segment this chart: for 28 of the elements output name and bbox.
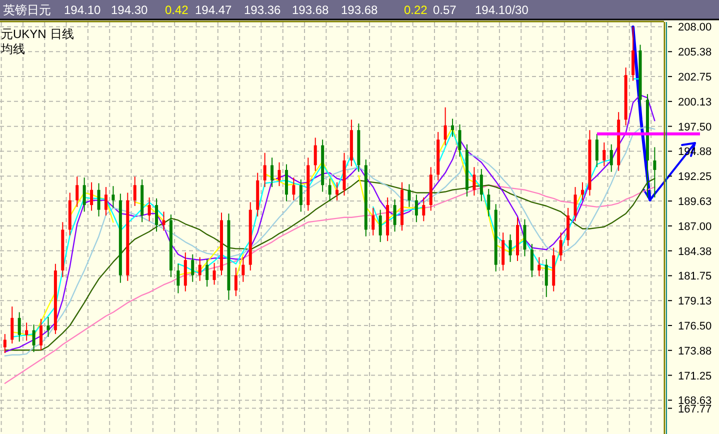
text: 194.47 — [195, 3, 232, 17]
y-tick-label: 176.50 — [678, 320, 712, 332]
y-tick-label: 208.00 — [678, 22, 712, 34]
y-tick-label: 189.63 — [678, 196, 712, 208]
y-tick-label: 202.75 — [678, 72, 712, 84]
y-tick-label: 181.75 — [678, 270, 712, 283]
y-tick-label: 205.38 — [678, 46, 712, 59]
text: 0.22 — [404, 3, 428, 17]
text: 193.68 — [292, 3, 330, 17]
text: 0.42 — [165, 3, 189, 17]
y-tick-label: 184.38 — [678, 246, 712, 258]
text: 194.10 — [64, 3, 102, 17]
y-tick-label: 187.00 — [678, 220, 712, 233]
y-tick-label: 173.88 — [678, 345, 712, 358]
annotation: 均线 — [0, 42, 25, 56]
chart-title: 英镑日元 — [3, 3, 51, 17]
text: 194.30 — [111, 3, 148, 17]
y-tick-label: 171.25 — [678, 370, 712, 382]
y-tick-label: 179.13 — [678, 296, 712, 308]
text: 0.57 — [433, 3, 457, 17]
text: 194.10/30 — [475, 3, 529, 17]
annotation: 日线 — [50, 27, 74, 41]
y-tick-label: 192.25 — [678, 171, 712, 184]
y-tick-label: 197.50 — [678, 121, 712, 134]
text: 193.68 — [341, 3, 378, 17]
annotation: 元UKYN — [1, 27, 46, 41]
y-tick-label: 200.13 — [678, 96, 712, 108]
text: 193.36 — [244, 3, 282, 17]
